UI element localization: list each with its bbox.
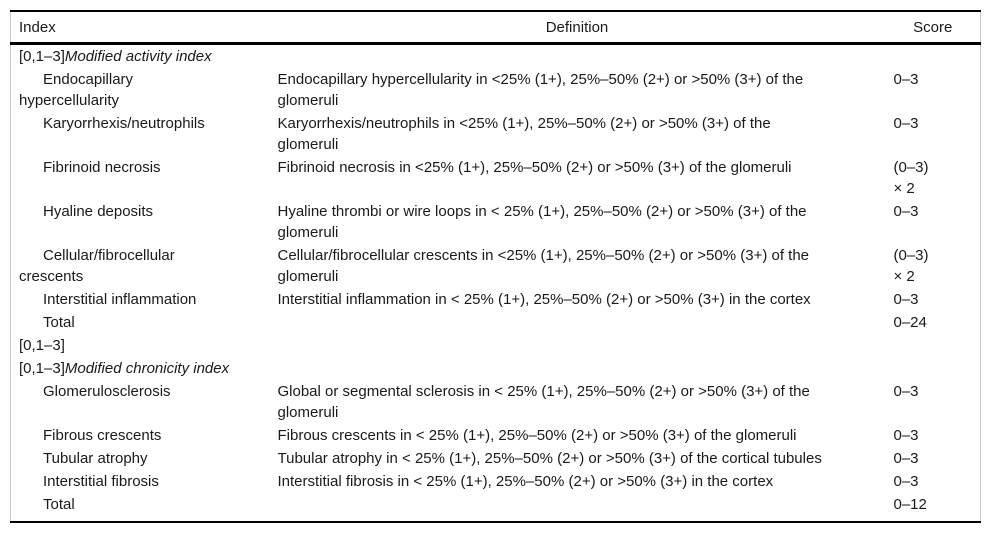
index-column-header: Index: [10, 11, 269, 45]
definition-cell: Global or segmental sclerosis in < 25% (…: [277, 383, 810, 421]
table-row: Fibrinoid necrosis Fibrinoid necrosis in …: [11, 156, 981, 200]
definition-cell: Endocapillary hypercellularity in <25% (…: [277, 71, 804, 109]
definition-cell: Hyaline thrombi or wire loops in < 25% (…: [277, 203, 807, 241]
score-column-header: Score: [885, 11, 981, 45]
index-cell: Fibrinoid necrosis: [43, 159, 161, 176]
index-cell: Interstitial inflammation: [43, 291, 197, 308]
definition-column-header: Definition: [268, 11, 886, 45]
table-row: [0,1–3]: [11, 334, 981, 357]
index-cell: Fibrous crescents: [43, 427, 162, 444]
score-cell: (0–3) × 2: [893, 159, 929, 197]
scoring-table: Index Definition Score [0,1–3]Modified a…: [10, 10, 981, 523]
table-row: Interstitial inflammation Interstitial in…: [11, 288, 981, 311]
table-header: Index Definition Score: [10, 11, 981, 45]
definition-cell: Tubular atrophy in < 25% (1+), 25%–50% (…: [277, 450, 822, 467]
score-cell: 0–24: [893, 314, 927, 331]
index-cell: [0,1–3]: [19, 337, 65, 354]
score-cell: [886, 44, 981, 69]
section-title: Modified activity index: [64, 48, 212, 65]
table-row: [0,1–3]Modified chronicity index: [11, 357, 981, 380]
definition-cell: Karyorrhexis/neutrophils in <25% (1+), 2…: [277, 115, 771, 153]
table-row: Tubular atrophy Tubular atrophy in < 25% …: [11, 447, 981, 470]
definition-cell: [269, 493, 886, 522]
index-cell: Tubular atrophy: [43, 450, 148, 467]
table-row: Karyorrhexis/neutrophils Karyorrhexis/neu…: [11, 112, 981, 156]
index-cell: [0,1–3]Modified activity index: [11, 44, 269, 69]
table-header-row: Index Definition Score: [10, 11, 981, 45]
table-row: Fibrous crescents Fibrous crescents in < …: [11, 424, 981, 447]
index-cell: Interstitial fibrosis: [43, 473, 159, 490]
range-prefix: [0,1–3]: [19, 360, 65, 377]
score-cell: (0–3) × 2: [893, 247, 929, 285]
score-cell: [886, 357, 981, 380]
definition-cell: Fibrinoid necrosis in <25% (1+), 25%–50%…: [277, 159, 792, 176]
definition-cell: [269, 44, 886, 69]
index-cell: Endocapillary hypercellularity: [19, 71, 134, 109]
range-prefix: [0,1–3]: [19, 48, 65, 65]
index-cell: Karyorrhexis/neutrophils: [43, 115, 205, 132]
index-cell: Total: [43, 314, 75, 331]
score-cell: 0–3: [893, 450, 919, 467]
table-row: Hyaline deposits Hyaline thrombi or wire …: [11, 200, 981, 244]
score-cell: 0–3: [893, 427, 919, 444]
table-row: Cellular/fibrocellular crescents Cellular…: [11, 244, 981, 288]
score-cell: [886, 334, 981, 357]
table-row: Endocapillary hypercellularity Endocapill…: [11, 68, 981, 112]
index-cell: [0,1–3]Modified chronicity index: [11, 357, 269, 380]
score-cell: 0–3: [893, 203, 919, 220]
score-cell: 0–3: [893, 71, 919, 88]
index-cell: Glomerulosclerosis: [43, 383, 171, 400]
score-cell: 0–12: [893, 496, 927, 513]
table-row: Interstitial fibrosis Interstitial fibros…: [11, 470, 981, 493]
table-row: Total 0–12: [11, 493, 981, 522]
definition-cell: [269, 334, 886, 357]
table-row: Glomerulosclerosis Global or segmental sc…: [11, 380, 981, 424]
index-cell: Cellular/fibrocellular crescents: [19, 247, 175, 285]
section-title: Modified chronicity index: [64, 360, 230, 377]
definition-cell: [269, 357, 886, 380]
definition-cell: Fibrous crescents in < 25% (1+), 25%–50%…: [277, 427, 797, 444]
score-cell: 0–3: [893, 383, 919, 400]
index-cell: Total: [43, 496, 75, 513]
definition-cell: Interstitial fibrosis in < 25% (1+), 25%…: [277, 473, 774, 490]
score-cell: 0–3: [893, 291, 919, 308]
table-row: Total 0–24: [11, 311, 981, 334]
definition-cell: [269, 311, 886, 334]
score-cell: 0–3: [893, 115, 919, 132]
definition-cell: Interstitial inflammation in < 25% (1+),…: [277, 291, 811, 308]
table-body: [0,1–3]Modified activity index Endocapill…: [11, 44, 981, 523]
index-cell: Hyaline deposits: [43, 203, 154, 220]
table-row: [0,1–3]Modified activity index: [11, 44, 981, 69]
score-cell: 0–3: [893, 473, 919, 490]
definition-cell: Cellular/fibrocellular crescents in <25%…: [277, 247, 810, 285]
